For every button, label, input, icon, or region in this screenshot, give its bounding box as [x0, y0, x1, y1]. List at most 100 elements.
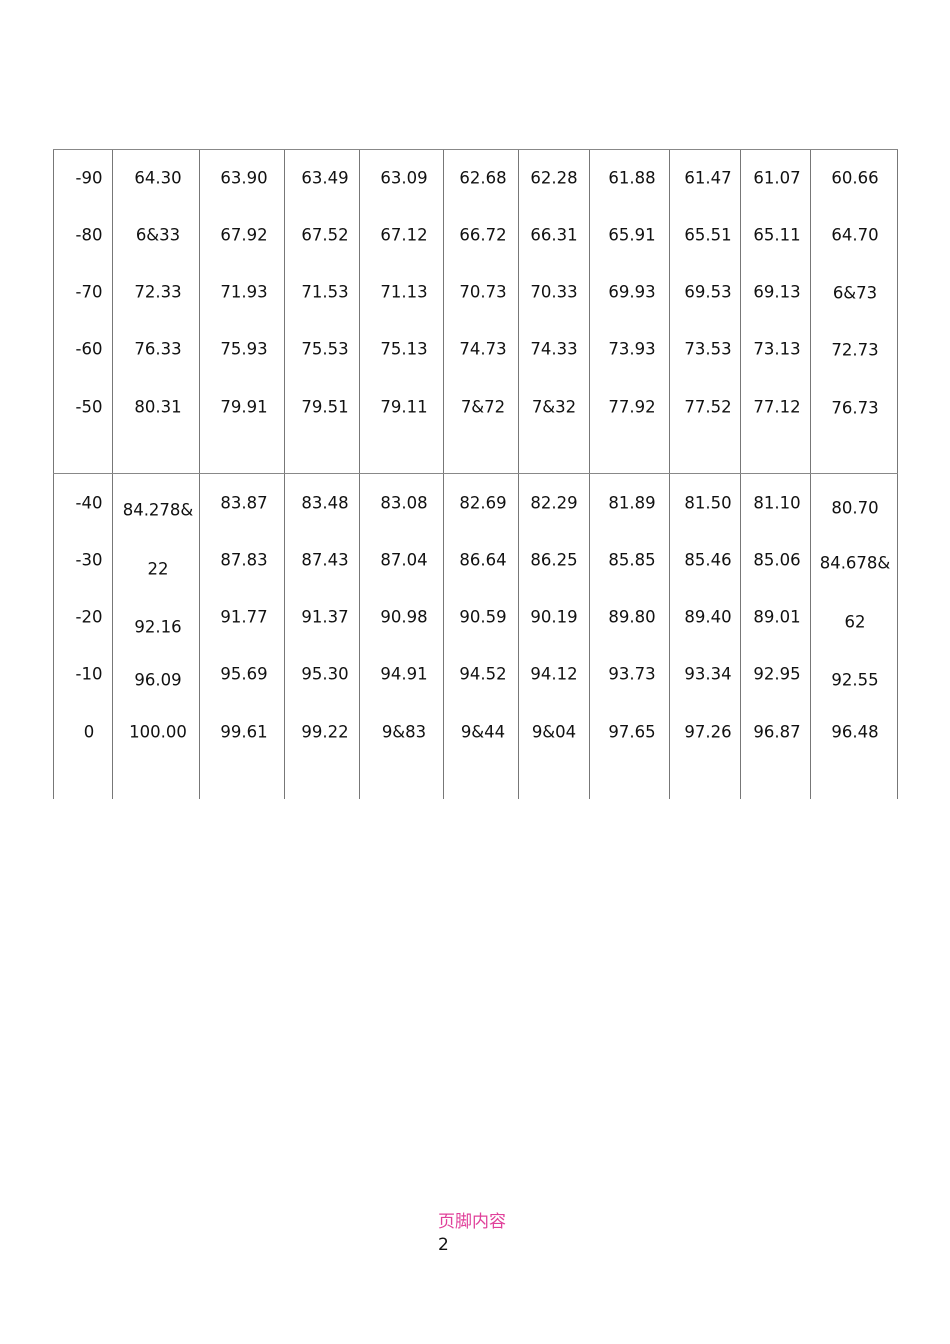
- table-cell: 64.70: [831, 225, 879, 245]
- table-cell: 100.00: [129, 722, 187, 742]
- table-cell: 99.22: [301, 722, 349, 742]
- row-header-cell: -60: [75, 339, 103, 359]
- table-cell: 9&44: [460, 722, 506, 742]
- table-cell: 96.09: [134, 670, 182, 690]
- table-cell: 95.69: [220, 664, 268, 684]
- table-cell: 61.88: [608, 168, 656, 188]
- row-header-cell: -20: [75, 607, 103, 627]
- table-cell: 97.65: [608, 722, 656, 742]
- table-cell: 97.26: [684, 722, 732, 742]
- table-cell: 95.30: [301, 664, 349, 684]
- table-cell: 69.93: [608, 282, 656, 302]
- column-divider: [518, 149, 519, 799]
- table-cell: 65.91: [608, 225, 656, 245]
- table-cell: 83.87: [220, 493, 268, 513]
- table-cell: 96.48: [831, 722, 879, 742]
- column-divider: [897, 149, 898, 799]
- table-cell: 75.13: [380, 339, 428, 359]
- table-cell: 91.77: [220, 607, 268, 627]
- row-header-cell: -80: [75, 225, 103, 245]
- table-cell: 71.53: [301, 282, 349, 302]
- column-divider: [740, 149, 741, 799]
- table-cell: 69.53: [684, 282, 732, 302]
- table-cell: 79.91: [220, 397, 268, 417]
- table-cell: 84.278&: [122, 500, 194, 520]
- table-cell: 64.30: [134, 168, 182, 188]
- table-cell: 85.85: [608, 550, 656, 570]
- table-cell: 67.92: [220, 225, 268, 245]
- table-cell: 94.52: [459, 664, 507, 684]
- column-divider: [443, 149, 444, 799]
- table-cell: 80.70: [831, 498, 879, 518]
- table-cell: 72.73: [831, 340, 879, 360]
- table-cell: 67.52: [301, 225, 349, 245]
- table-cell: 77.12: [753, 397, 801, 417]
- row-divider: [53, 149, 898, 150]
- table-cell: 62: [844, 612, 866, 632]
- table-cell: 7&32: [531, 397, 577, 417]
- table-cell: 83.48: [301, 493, 349, 513]
- table-cell: 77.52: [684, 397, 732, 417]
- column-divider: [53, 149, 54, 799]
- row-divider: [53, 473, 898, 474]
- table-cell: 71.93: [220, 282, 268, 302]
- table-cell: 89.80: [608, 607, 656, 627]
- table-cell: 89.40: [684, 607, 732, 627]
- table-cell: 70.33: [530, 282, 578, 302]
- row-header-cell: -90: [75, 168, 103, 188]
- table-cell: 93.73: [608, 664, 656, 684]
- table-cell: 63.90: [220, 168, 268, 188]
- table-cell: 82.29: [530, 493, 578, 513]
- table-cell: 92.95: [753, 664, 801, 684]
- table-cell: 99.61: [220, 722, 268, 742]
- column-divider: [112, 149, 113, 799]
- table-cell: 70.73: [459, 282, 507, 302]
- column-divider: [284, 149, 285, 799]
- table-cell: 7&72: [460, 397, 506, 417]
- table-cell: 91.37: [301, 607, 349, 627]
- table-cell: 76.73: [831, 398, 879, 418]
- table-cell: 90.59: [459, 607, 507, 627]
- table-cell: 85.46: [684, 550, 732, 570]
- table-cell: 87.04: [380, 550, 428, 570]
- table-cell: 90.19: [530, 607, 578, 627]
- table-cell: 75.93: [220, 339, 268, 359]
- table-cell: 84.678&: [819, 553, 891, 573]
- table-cell: 81.10: [753, 493, 801, 513]
- table-cell: 76.33: [134, 339, 182, 359]
- table-cell: 61.47: [684, 168, 732, 188]
- table-cell: 6&33: [135, 225, 181, 245]
- page-number: 2: [438, 1235, 449, 1255]
- table-cell: 92.55: [831, 670, 879, 690]
- table-cell: 73.53: [684, 339, 732, 359]
- table-cell: 93.34: [684, 664, 732, 684]
- table-cell: 22: [147, 559, 169, 579]
- table-cell: 80.31: [134, 397, 182, 417]
- table-cell: 94.12: [530, 664, 578, 684]
- table-cell: 73.93: [608, 339, 656, 359]
- table-cell: 72.33: [134, 282, 182, 302]
- table-cell: 86.25: [530, 550, 578, 570]
- row-header-cell: -70: [75, 282, 103, 302]
- table-cell: 92.16: [134, 617, 182, 637]
- footer-label: 页脚内容: [438, 1212, 506, 1232]
- row-header-cell: 0: [83, 722, 95, 742]
- table-cell: 90.98: [380, 607, 428, 627]
- table-cell: 81.50: [684, 493, 732, 513]
- table-cell: 87.83: [220, 550, 268, 570]
- page-footer: 页脚内容 2: [438, 1211, 508, 1257]
- column-divider: [810, 149, 811, 799]
- table-cell: 66.31: [530, 225, 578, 245]
- table-cell: 6&73: [832, 283, 878, 303]
- table-cell: 9&04: [531, 722, 577, 742]
- table-cell: 71.13: [380, 282, 428, 302]
- row-header-cell: -50: [75, 397, 103, 417]
- table-cell: 66.72: [459, 225, 507, 245]
- column-divider: [669, 149, 670, 799]
- table-cell: 63.09: [380, 168, 428, 188]
- table-cell: 73.13: [753, 339, 801, 359]
- table-cell: 63.49: [301, 168, 349, 188]
- table-cell: 87.43: [301, 550, 349, 570]
- table-cell: 74.33: [530, 339, 578, 359]
- table-cell: 67.12: [380, 225, 428, 245]
